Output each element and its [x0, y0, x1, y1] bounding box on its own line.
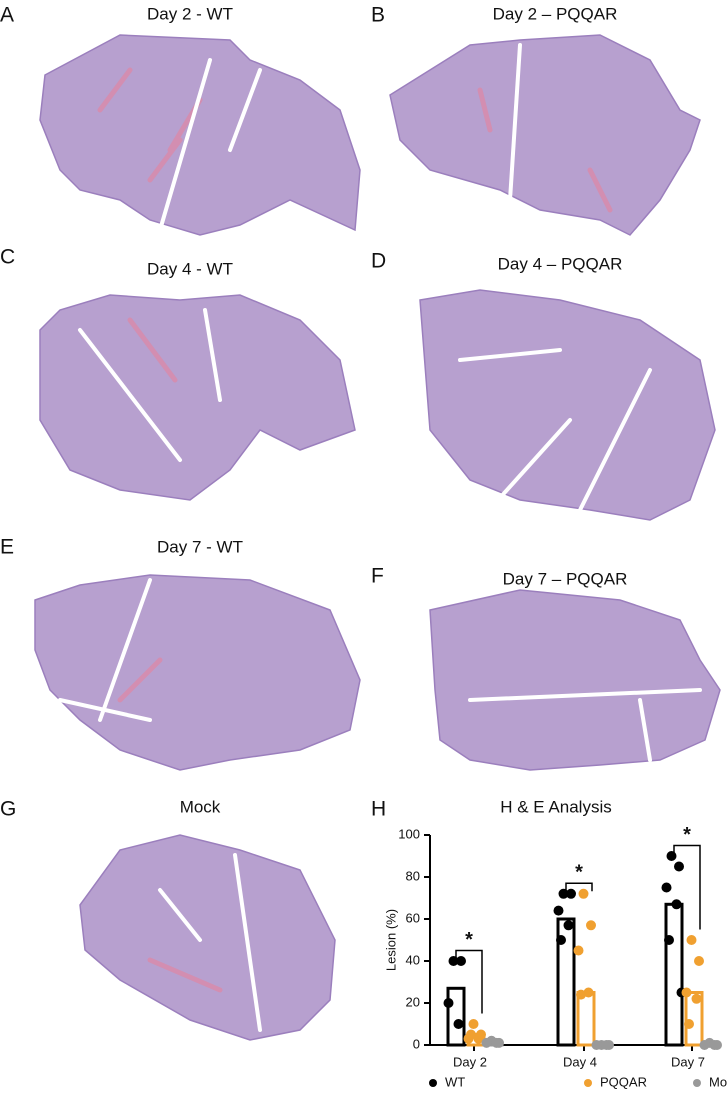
panel-letter: G	[0, 798, 16, 821]
data-point	[481, 1037, 492, 1048]
data-point	[591, 1040, 602, 1050]
histology-a	[39, 34, 361, 236]
panel-letter: A	[0, 4, 14, 27]
panel-title: Day 4 – PQQAR	[498, 254, 623, 273]
data-point	[681, 987, 692, 998]
data-point	[491, 1037, 502, 1048]
panel-letter: C	[0, 246, 15, 269]
data-point	[586, 920, 596, 931]
bar	[446, 986, 466, 1047]
y-tick-label: 20	[406, 994, 420, 1009]
significance-label: *	[683, 824, 691, 846]
significance-bracket	[673, 844, 701, 930]
x-tick-label: Day 4	[563, 1054, 597, 1069]
data-point	[664, 935, 674, 945]
y-tick-label: 100	[398, 826, 420, 841]
significance-bracket	[565, 882, 593, 892]
significance-bracket	[455, 949, 483, 1014]
data-point	[666, 851, 677, 861]
x-tick-label: Day 7	[671, 1054, 705, 1069]
panel-title: Day 4 - WT	[147, 259, 233, 278]
bar	[576, 991, 596, 1047]
panel-letter: D	[371, 250, 386, 273]
data-point	[553, 905, 564, 916]
data-point	[573, 945, 584, 956]
panel-title: Day 2 – PQQAR	[493, 4, 618, 23]
data-point	[453, 1019, 464, 1029]
panel-letter: F	[371, 565, 384, 588]
data-point	[674, 861, 684, 872]
legend-label: WT	[445, 1074, 465, 1089]
data-point	[684, 1019, 694, 1029]
panel-letter: B	[371, 4, 385, 27]
legend-label: Mock	[709, 1074, 727, 1089]
panel-letter: E	[0, 536, 14, 559]
panel-letter: H	[371, 798, 386, 821]
data-point	[709, 1040, 720, 1050]
data-point	[601, 1040, 612, 1050]
chart-title: H & E Analysis	[500, 797, 612, 816]
histology-c	[39, 294, 356, 501]
legend-label: PQQAR	[600, 1074, 647, 1089]
bar	[684, 991, 704, 1047]
panel-title: Day 7 - WT	[157, 537, 243, 556]
histology-b	[389, 34, 701, 236]
x-tick-label: Day 2	[453, 1054, 487, 1069]
histology-g	[79, 834, 336, 1041]
bar	[556, 917, 576, 1047]
data-point	[466, 1029, 476, 1040]
panel-title: Day 2 - WT	[147, 4, 233, 23]
data-point	[468, 1019, 479, 1029]
y-tick-label: 80	[406, 868, 420, 883]
data-point	[694, 956, 704, 966]
y-tick-label: 60	[406, 910, 420, 925]
data-point	[443, 998, 454, 1008]
data-point	[583, 987, 594, 998]
data-point	[556, 935, 566, 945]
panel-title: Day 7 – PQQAR	[503, 569, 628, 588]
histology-e	[34, 574, 361, 771]
significance-label: *	[575, 862, 583, 884]
data-point	[456, 956, 466, 966]
legend-marker	[584, 1079, 592, 1087]
data-point	[576, 989, 586, 1000]
bar	[664, 902, 684, 1047]
data-point	[473, 1033, 484, 1044]
panel-title: Mock	[180, 797, 221, 816]
y-axis-label: Lesion (%)	[383, 909, 398, 971]
significance-label: *	[465, 929, 473, 951]
data-point	[563, 920, 574, 931]
data-point	[686, 935, 697, 945]
y-tick-label: 0	[413, 1036, 420, 1051]
y-tick-label: 40	[406, 952, 420, 967]
data-point	[566, 888, 576, 899]
data-point	[691, 993, 702, 1004]
data-point	[578, 888, 589, 899]
histology-d	[419, 289, 716, 522]
data-point	[671, 899, 682, 910]
histology-f	[429, 589, 721, 771]
data-point	[699, 1040, 710, 1050]
data-point	[661, 882, 672, 893]
legend-marker	[429, 1079, 437, 1087]
legend-marker	[693, 1079, 701, 1087]
